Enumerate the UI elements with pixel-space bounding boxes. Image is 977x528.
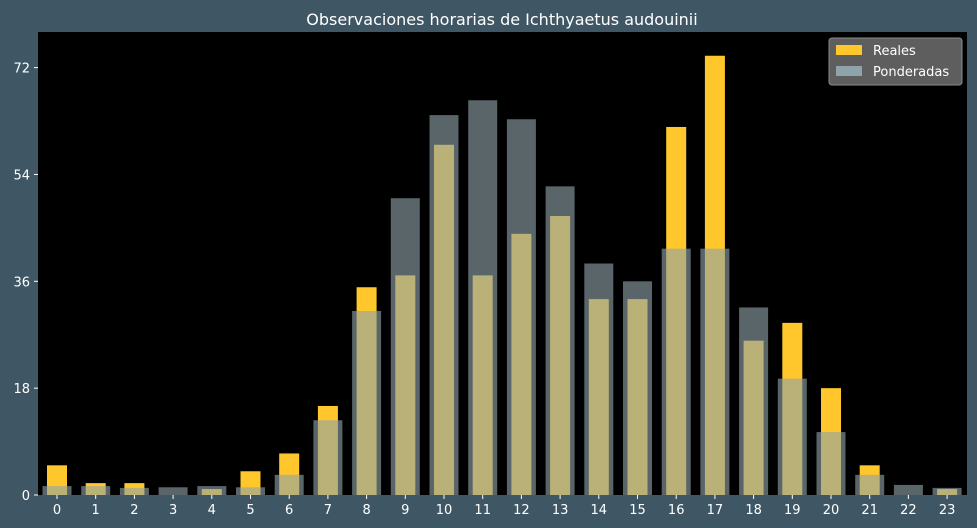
y-tick-label: 72 xyxy=(13,62,30,77)
bar-ponderadas-13 xyxy=(545,186,575,496)
bar-ponderadas-5 xyxy=(236,487,265,495)
x-tick-label: 4 xyxy=(208,503,216,518)
x-tick-label: 1 xyxy=(92,503,100,518)
y-axis: 0 18 36 54 72 xyxy=(13,62,38,504)
bar-ponderadas-6 xyxy=(274,474,304,495)
bar-ponderadas-14 xyxy=(584,263,614,495)
series-ponderadas xyxy=(42,100,962,496)
bar-ponderadas-15 xyxy=(623,281,652,495)
bar-ponderadas-11 xyxy=(468,100,498,495)
bar-ponderadas-18 xyxy=(739,307,769,495)
y-tick-label: 18 xyxy=(13,382,30,397)
x-tick-label: 9 xyxy=(401,503,409,518)
bar-ponderadas-3 xyxy=(158,487,188,495)
x-tick-label: 12 xyxy=(513,503,530,518)
legend-box xyxy=(828,37,963,86)
bar-ponderadas-21 xyxy=(855,474,885,495)
x-tick-label: 7 xyxy=(324,503,332,518)
x-tick-label: 22 xyxy=(900,503,917,518)
plot-area xyxy=(38,32,967,495)
x-tick-label: 19 xyxy=(784,503,801,518)
x-tick-label: 21 xyxy=(861,503,878,518)
x-tick-label: 13 xyxy=(552,503,569,518)
bar-ponderadas-17 xyxy=(700,248,730,495)
bar-ponderadas-4 xyxy=(197,486,227,495)
x-tick-label: 23 xyxy=(939,503,956,518)
x-tick-label: 2 xyxy=(130,503,138,518)
x-tick-label: 5 xyxy=(246,503,254,518)
bar-ponderadas-22 xyxy=(893,484,923,495)
x-tick-label: 0 xyxy=(53,503,61,518)
bar-ponderadas-19 xyxy=(777,378,807,495)
y-tick-label: 36 xyxy=(13,275,30,290)
bar-ponderadas-10 xyxy=(429,115,459,495)
bar-ponderadas-9 xyxy=(390,198,420,495)
bar-ponderadas-8 xyxy=(352,310,382,495)
x-tick-label: 6 xyxy=(285,503,293,518)
bar-ponderadas-1 xyxy=(81,486,111,495)
x-tick-label: 10 xyxy=(436,503,453,518)
y-tick-label: 0 xyxy=(22,489,30,504)
x-tick-label: 3 xyxy=(169,503,177,518)
bar-ponderadas-12 xyxy=(506,119,536,495)
x-tick-label: 8 xyxy=(362,503,370,518)
x-tick-label: 20 xyxy=(823,503,840,518)
bar-ponderadas-20 xyxy=(816,432,846,495)
x-axis: 0 1 2 3 4 5 6 7 8 9 10 11 12 13 14 15 16 17 18 19 20 21 22 23 xyxy=(53,495,956,518)
x-tick-label: 15 xyxy=(629,503,646,518)
chart-title: Observaciones horarias de Ichthyaetus au… xyxy=(306,10,697,29)
legend-label-reales: Reales xyxy=(873,44,916,59)
x-tick-label: 14 xyxy=(591,503,608,518)
legend-label-ponderadas: Ponderadas xyxy=(873,65,949,80)
legend-swatch-reales xyxy=(836,45,862,55)
bar-ponderadas-23 xyxy=(932,487,962,495)
y-tick-label: 54 xyxy=(13,168,30,183)
legend-swatch-ponderadas xyxy=(836,66,862,76)
bar-ponderadas-2 xyxy=(119,487,149,495)
bar-ponderadas-0 xyxy=(42,486,72,495)
legend: Reales Ponderadas xyxy=(828,37,963,86)
x-tick-label: 18 xyxy=(745,503,762,518)
x-tick-label: 17 xyxy=(707,503,724,518)
x-tick-label: 16 xyxy=(668,503,685,518)
bar-ponderadas-7 xyxy=(313,420,343,495)
x-tick-label: 11 xyxy=(474,503,491,518)
bar-ponderadas-16 xyxy=(661,248,691,495)
